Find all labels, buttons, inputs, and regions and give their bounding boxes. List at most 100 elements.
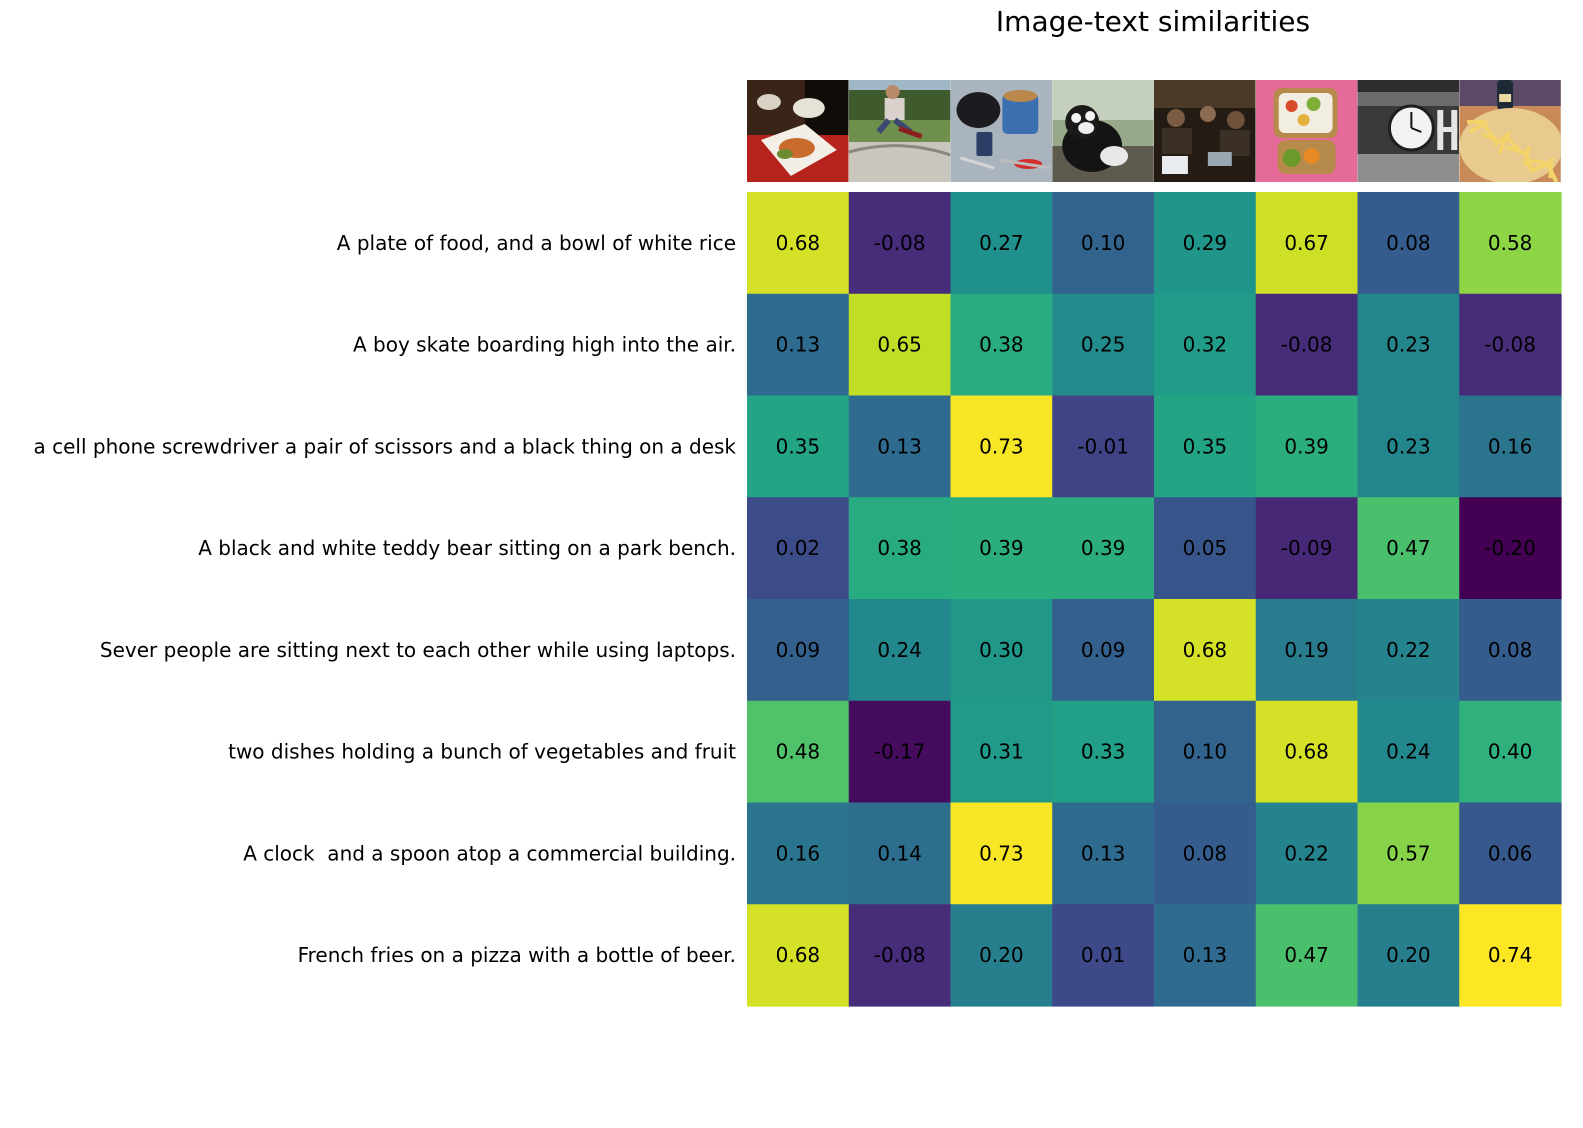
heatmap-cell [950, 599, 1053, 702]
cell-value-label: 0.24 [1386, 740, 1431, 764]
heatmap-cell [950, 700, 1053, 804]
image-thumbnail [1459, 80, 1561, 182]
cell-value-label: -0.08 [874, 231, 926, 255]
cell-value-label: 0.68 [1183, 638, 1228, 662]
image-thumbnail [1357, 80, 1459, 182]
heatmap-cell [1459, 497, 1562, 600]
heatmap-cell [1255, 497, 1359, 600]
cell-value-label: 0.22 [1284, 841, 1329, 865]
heatmap-cell [1255, 904, 1359, 1007]
heatmap-cell [747, 497, 850, 600]
cell-value-label: 0.35 [1183, 434, 1228, 458]
heatmap-cell [747, 293, 850, 397]
cell-value-label: 0.02 [776, 536, 821, 560]
cell-value-label: 0.24 [877, 638, 922, 662]
cell-value-label: 0.08 [1488, 638, 1533, 662]
cell-value-label: 0.39 [1284, 434, 1329, 458]
cell-value-label: 0.67 [1284, 231, 1329, 255]
heatmap-cell [848, 192, 952, 295]
cell-value-label: 0.47 [1284, 943, 1329, 967]
heatmap-cell [747, 700, 850, 804]
heatmap-cell [1154, 700, 1257, 804]
cell-value-label: 0.32 [1183, 333, 1228, 357]
heatmap-cell [1357, 700, 1460, 804]
cell-value-label: -0.09 [1281, 536, 1333, 560]
heatmap-cell [950, 904, 1053, 1007]
heatmap-cell [747, 599, 850, 702]
heatmap-cell [950, 395, 1053, 498]
cell-value-label: 0.10 [1081, 231, 1126, 255]
cell-value-label: -0.08 [1484, 333, 1536, 357]
heatmap-cell [1154, 599, 1257, 702]
row-caption-label: French fries on a pizza with a bottle of… [298, 943, 736, 967]
cell-value-label: 0.19 [1284, 638, 1329, 662]
cell-value-label: 0.10 [1183, 740, 1228, 764]
heatmap-cell [1255, 293, 1359, 397]
heatmap-cell [1052, 192, 1155, 295]
cell-value-label: 0.09 [776, 638, 821, 662]
cell-value-label: 0.73 [979, 841, 1024, 865]
heatmap-cell [848, 904, 952, 1007]
cell-value-label: 0.40 [1488, 740, 1533, 764]
heatmap-cell [848, 293, 952, 397]
image-thumbnail-strip [747, 80, 1561, 182]
heatmap-cell [1052, 293, 1155, 397]
cell-value-label: -0.17 [874, 740, 926, 764]
heatmap-cell [1459, 599, 1562, 702]
image-thumbnail [747, 80, 849, 182]
chart-title: Image-text similarities [996, 5, 1310, 38]
cell-value-label: 0.14 [877, 841, 922, 865]
cell-value-label: 0.31 [979, 740, 1024, 764]
cell-value-label: 0.13 [1081, 841, 1126, 865]
heatmap-cell [1052, 599, 1155, 702]
cell-value-label: 0.68 [1284, 740, 1329, 764]
cell-value-label: -0.08 [874, 943, 926, 967]
heatmap-cell [1459, 802, 1562, 905]
heatmap-cell [848, 599, 952, 702]
heatmap-cell [848, 700, 952, 804]
heatmap-cell [1357, 802, 1460, 905]
cell-value-label: -0.20 [1484, 536, 1536, 560]
heatmap-cell [1459, 904, 1562, 1007]
heatmap-cell [1154, 802, 1257, 905]
heatmap-cell [1357, 599, 1460, 702]
cell-value-label: 0.74 [1488, 943, 1533, 967]
heatmap-cell [1052, 700, 1155, 804]
cell-value-label: -0.01 [1077, 434, 1129, 458]
cell-value-label: 0.13 [877, 434, 922, 458]
cell-value-label: 0.39 [979, 536, 1024, 560]
cell-value-label: 0.35 [776, 434, 821, 458]
cell-value-label: 0.09 [1081, 638, 1126, 662]
heatmap-cell [747, 192, 850, 295]
cell-value-label: 0.57 [1386, 841, 1431, 865]
cell-value-label: 0.20 [1386, 943, 1431, 967]
cell-value-label: 0.13 [1183, 943, 1228, 967]
heatmap-cell [747, 395, 850, 498]
heatmap-cell [950, 192, 1053, 295]
cell-value-label: 0.47 [1386, 536, 1431, 560]
row-caption-label: a cell phone screwdriver a pair of sciss… [34, 434, 737, 458]
heatmap-cell [950, 802, 1053, 905]
heatmap-cell [848, 497, 952, 600]
heatmap-cell [1459, 700, 1562, 804]
row-caption-label: A boy skate boarding high into the air. [353, 333, 736, 357]
heatmap-cell [1459, 192, 1562, 295]
heatmap-cell [1357, 904, 1460, 1007]
cell-value-label: 0.23 [1386, 333, 1431, 357]
heatmap-cell [1052, 802, 1155, 905]
cell-value-label: 0.39 [1081, 536, 1126, 560]
heatmap-cell [848, 802, 952, 905]
cell-value-label: 0.25 [1081, 333, 1126, 357]
heatmap-cell [848, 395, 952, 498]
cell-value-label: 0.30 [979, 638, 1024, 662]
cell-value-label: 0.08 [1386, 231, 1431, 255]
heatmap-cell [1357, 497, 1460, 600]
row-caption-label: A plate of food, and a bowl of white ric… [337, 231, 736, 255]
heatmap-cell [1154, 497, 1257, 600]
heatmap-cell [1154, 293, 1257, 397]
heatmap-cell [1255, 395, 1359, 498]
heatmap-cell [1357, 293, 1460, 397]
cell-value-label: 0.73 [979, 434, 1024, 458]
image-thumbnail [1052, 80, 1154, 182]
